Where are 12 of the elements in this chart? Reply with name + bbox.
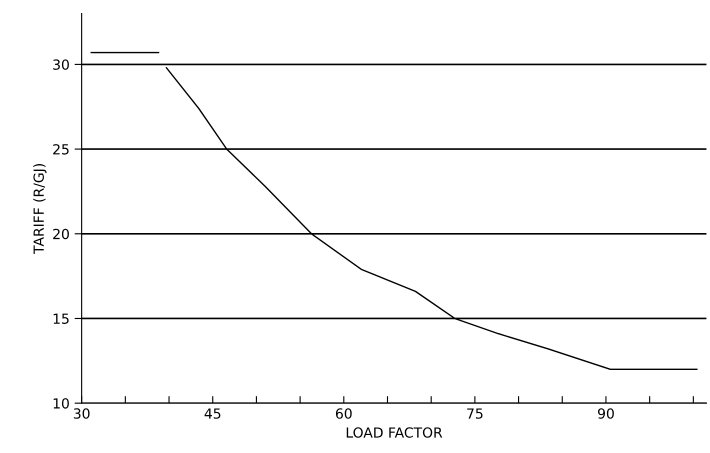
y-tick-label: 30	[53, 59, 69, 70]
y-axis-title: TARIFF (R/GJ)	[33, 164, 47, 254]
x-tick-label: 45	[204, 408, 220, 419]
x-tick-label: 60	[336, 408, 352, 419]
x-tick-label: 30	[74, 408, 90, 419]
x-tick-label: 75	[467, 408, 483, 419]
y-tick-label: 25	[53, 144, 69, 155]
y-tick-label: 15	[54, 314, 69, 324]
x-tick-label: 90	[598, 408, 614, 419]
y-tick-label: 20	[53, 228, 69, 240]
y-tick-label: 10	[54, 398, 69, 409]
x-axis-title: LOAD FACTOR	[346, 427, 442, 438]
